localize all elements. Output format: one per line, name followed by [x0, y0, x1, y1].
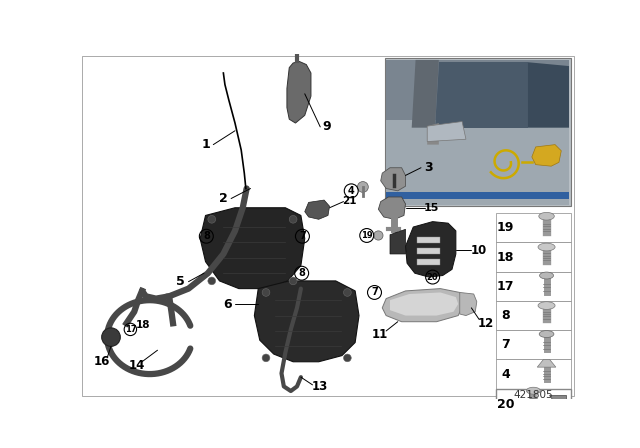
Text: 21: 21 — [342, 196, 357, 206]
Polygon shape — [386, 192, 569, 198]
Circle shape — [344, 289, 351, 296]
Text: 16: 16 — [93, 355, 110, 368]
Text: 10: 10 — [471, 244, 487, 257]
Polygon shape — [406, 222, 456, 277]
Polygon shape — [287, 61, 311, 123]
Text: 7: 7 — [371, 288, 378, 297]
Ellipse shape — [539, 212, 554, 220]
Polygon shape — [386, 128, 569, 205]
Text: 4: 4 — [348, 186, 355, 196]
Text: 19: 19 — [497, 221, 514, 234]
Text: 18: 18 — [136, 320, 151, 330]
Polygon shape — [460, 293, 477, 315]
Circle shape — [289, 215, 297, 223]
FancyBboxPatch shape — [496, 301, 571, 330]
Text: 18: 18 — [497, 250, 514, 263]
Polygon shape — [390, 229, 406, 254]
FancyBboxPatch shape — [496, 213, 571, 242]
FancyBboxPatch shape — [496, 271, 571, 301]
Ellipse shape — [538, 243, 555, 251]
Polygon shape — [537, 359, 556, 367]
Circle shape — [208, 277, 216, 285]
Text: 4: 4 — [501, 367, 510, 381]
Text: 8: 8 — [501, 309, 510, 322]
Text: 6: 6 — [223, 297, 232, 310]
Circle shape — [262, 354, 270, 362]
FancyBboxPatch shape — [417, 248, 440, 254]
Polygon shape — [428, 121, 466, 142]
FancyBboxPatch shape — [496, 330, 571, 359]
FancyBboxPatch shape — [496, 242, 571, 271]
Polygon shape — [378, 197, 406, 220]
Text: 17: 17 — [125, 325, 136, 334]
Circle shape — [262, 289, 270, 296]
Polygon shape — [428, 123, 439, 145]
Polygon shape — [549, 400, 557, 417]
Ellipse shape — [539, 331, 554, 337]
Polygon shape — [305, 200, 330, 220]
Polygon shape — [528, 62, 569, 128]
Text: 5: 5 — [177, 275, 185, 288]
Text: 20: 20 — [427, 272, 438, 281]
Text: 1: 1 — [202, 138, 211, 151]
Text: 2: 2 — [219, 192, 228, 205]
Text: 15: 15 — [424, 203, 439, 213]
Circle shape — [102, 328, 120, 346]
Text: 8: 8 — [203, 231, 210, 241]
Text: 3: 3 — [424, 161, 433, 174]
Circle shape — [344, 354, 351, 362]
Polygon shape — [381, 168, 406, 191]
Polygon shape — [549, 395, 566, 400]
FancyBboxPatch shape — [496, 359, 571, 389]
Text: 17: 17 — [497, 280, 514, 293]
Polygon shape — [386, 60, 569, 205]
Text: 12: 12 — [477, 317, 493, 330]
Ellipse shape — [526, 387, 540, 394]
Circle shape — [208, 215, 216, 223]
Text: 7: 7 — [501, 338, 510, 351]
Ellipse shape — [540, 272, 554, 279]
FancyBboxPatch shape — [385, 58, 571, 206]
Text: 9: 9 — [322, 121, 331, 134]
Polygon shape — [382, 289, 463, 322]
Text: 11: 11 — [372, 328, 388, 341]
FancyBboxPatch shape — [496, 389, 571, 421]
Text: 13: 13 — [312, 380, 328, 393]
Circle shape — [374, 231, 383, 240]
Circle shape — [289, 277, 297, 285]
Ellipse shape — [538, 302, 555, 310]
Polygon shape — [254, 281, 359, 362]
Polygon shape — [435, 62, 528, 128]
Polygon shape — [532, 145, 561, 166]
Polygon shape — [200, 208, 305, 289]
Text: 7: 7 — [299, 231, 306, 241]
Text: 20: 20 — [497, 398, 514, 411]
Text: 8: 8 — [298, 268, 305, 278]
FancyBboxPatch shape — [417, 258, 440, 265]
FancyBboxPatch shape — [83, 56, 573, 396]
Polygon shape — [390, 293, 458, 315]
Polygon shape — [412, 60, 439, 128]
FancyBboxPatch shape — [417, 237, 440, 243]
Text: 19: 19 — [361, 231, 372, 240]
Polygon shape — [386, 60, 569, 120]
Text: 14: 14 — [129, 359, 145, 372]
Circle shape — [358, 181, 368, 192]
Text: 421805: 421805 — [513, 390, 553, 400]
